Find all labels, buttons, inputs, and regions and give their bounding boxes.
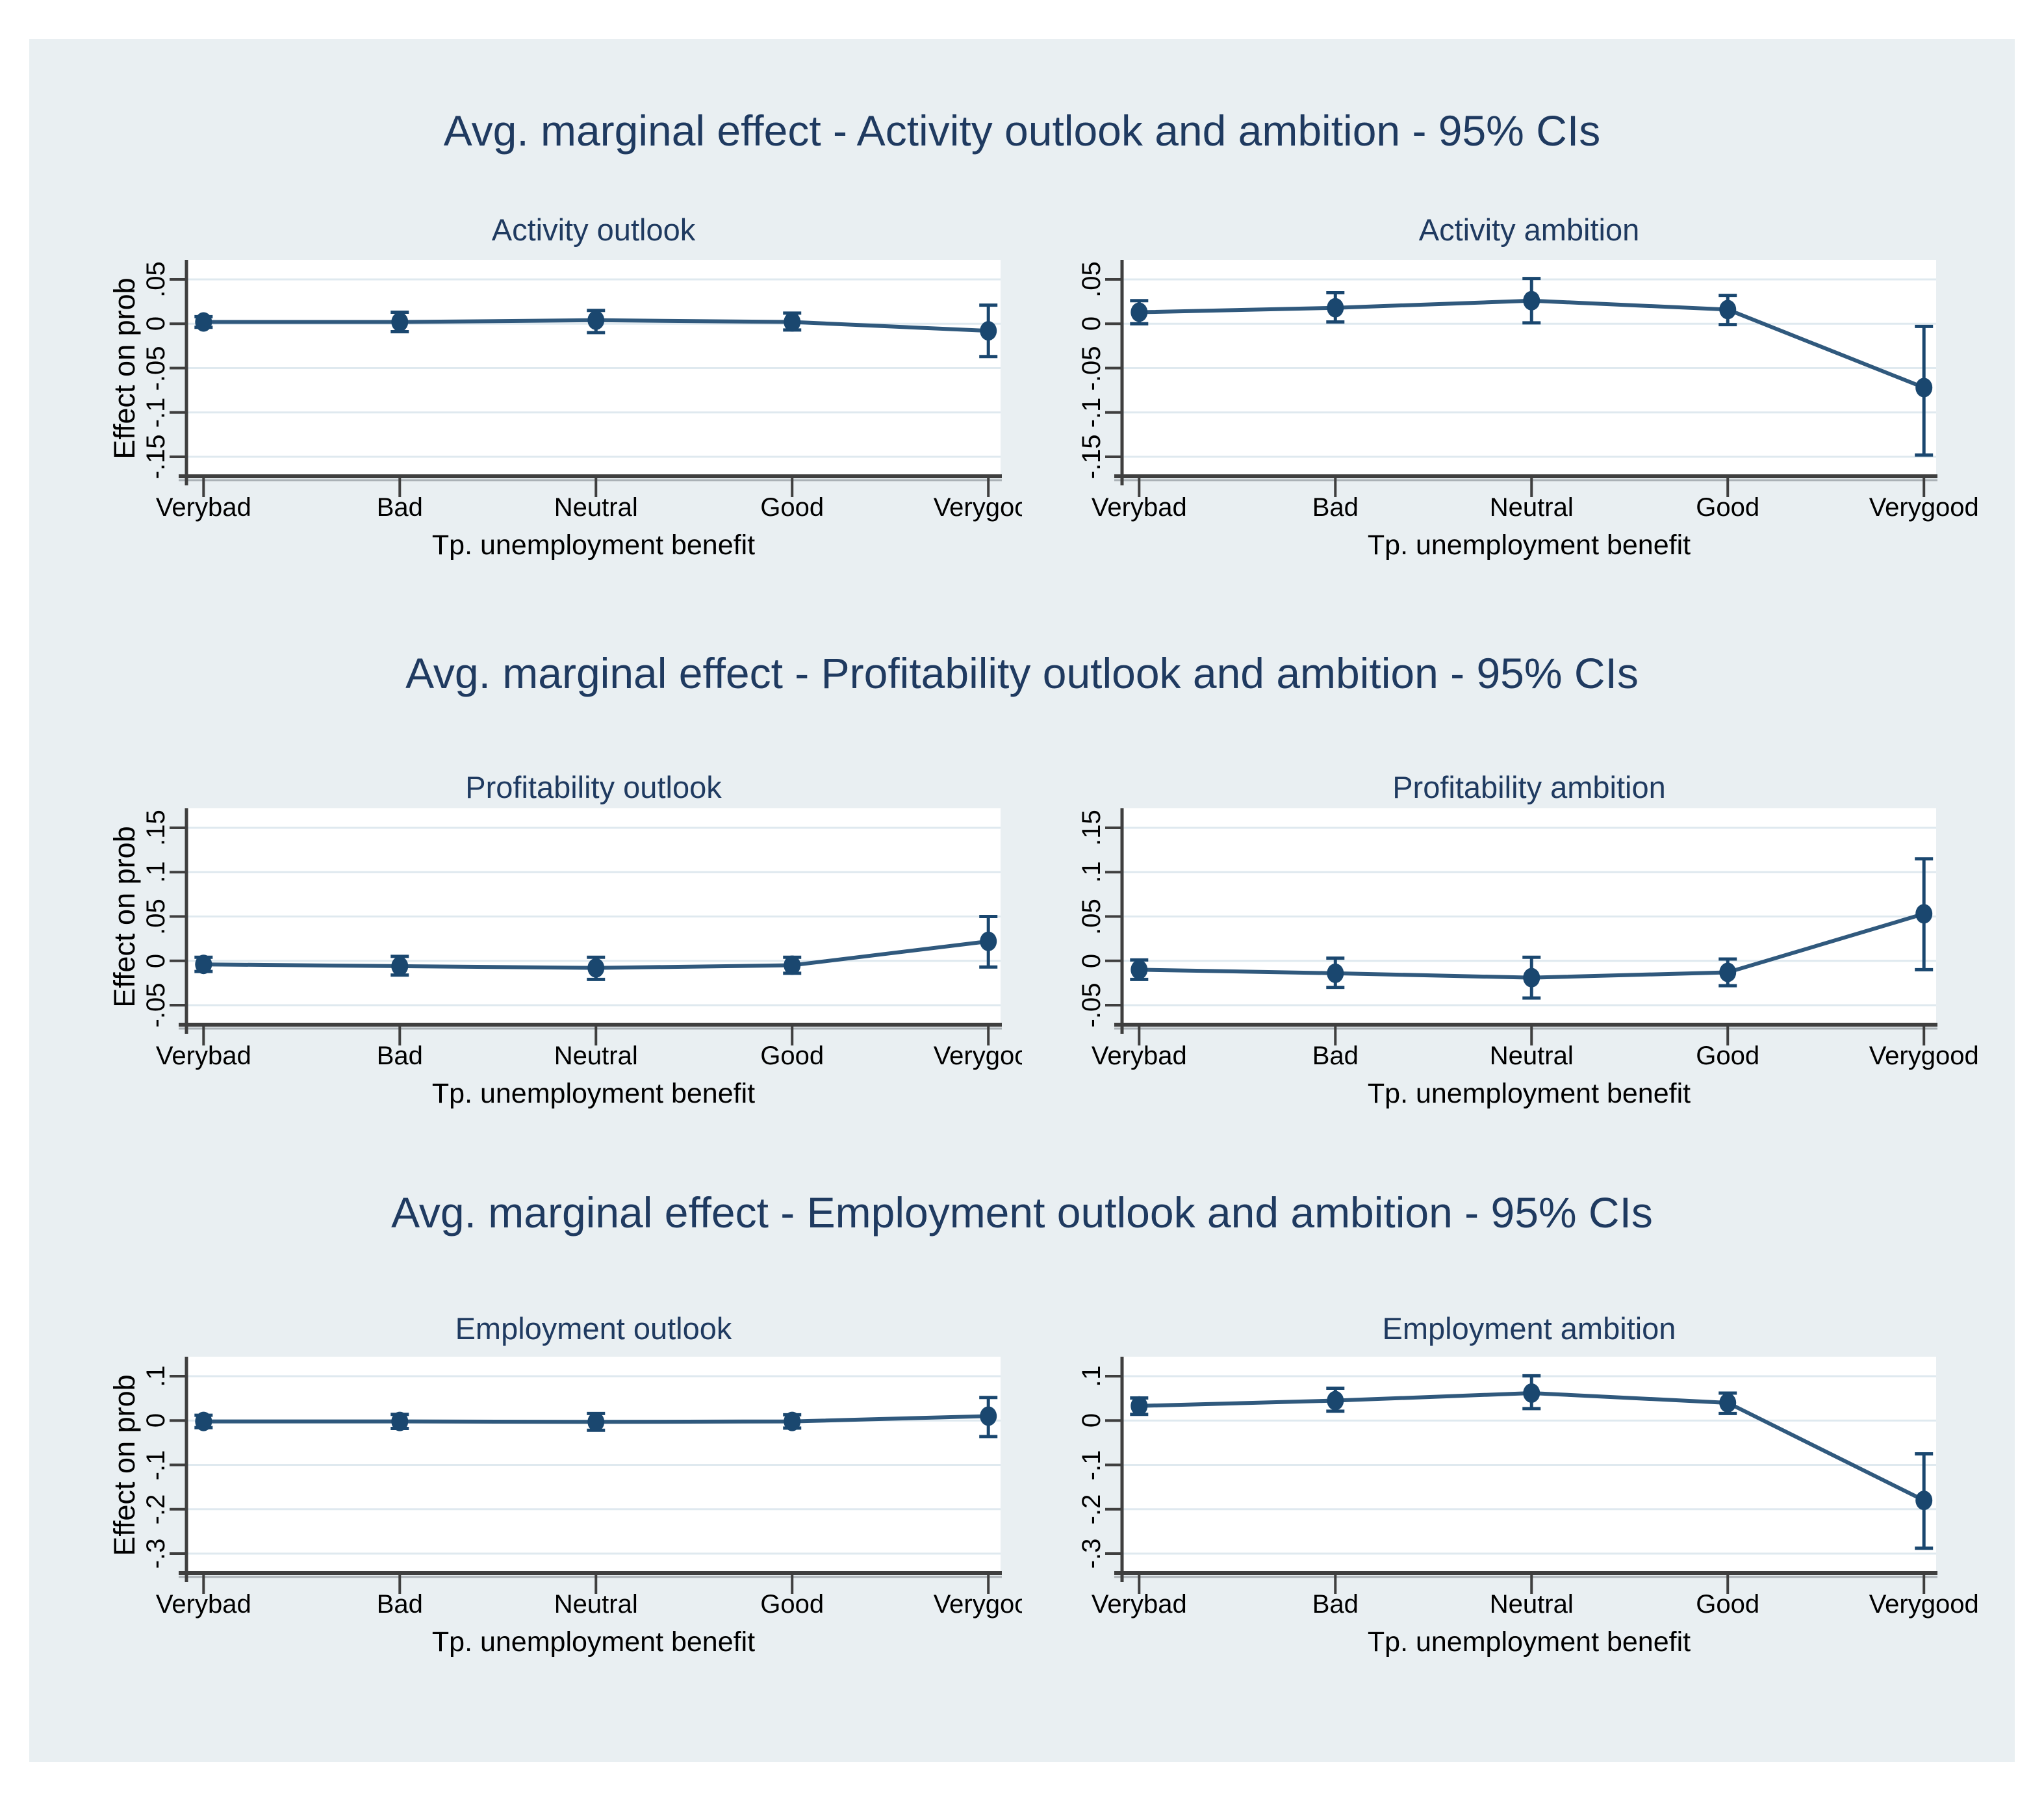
x-tick-label: Verygood [933,1042,1022,1070]
x-tick-label: Bad [1312,1590,1359,1619]
figure-title-activity: Avg. marginal effect - Activity outlook … [443,107,1601,155]
panel-employment-outlook: Employment outlook .1 0 -.1 -.2 -.3 Verybad Bad… [29,1308,1022,1677]
x-tick-label: Verybad [155,1590,251,1619]
data-point [195,312,212,332]
x-tick-label: Verygood [1869,493,1979,522]
data-point [1719,1392,1737,1413]
x-tick-label: Bad [376,493,423,522]
x-axis-title: Tp. unemployment benefit [1367,1078,1691,1109]
y-axis-title: Effect on prob [108,277,141,459]
x-axis-title: Tp. unemployment benefit [1367,1626,1691,1658]
data-point [784,312,801,332]
panel-activity-ambition: Activity ambition .05 0 -.05 -.1 -.15 Verybad B… [1022,209,2015,580]
data-point [784,1411,801,1431]
panel-title: Profitability outlook [465,770,722,804]
panel-activity-outlook: Activity outlook .05 0 -.05 -.1 -.15 Verybad Ba… [29,209,1022,580]
x-tick-label: Neutral [554,1590,638,1619]
data-point [1719,962,1737,982]
data-point [1327,298,1344,318]
figure-canvas: Avg. marginal effect - Activity outlook … [29,39,2015,1762]
figure-title-profitability: Avg. marginal effect - Profitability out… [405,649,1639,697]
x-axis-title: Tp. unemployment benefit [1367,530,1691,561]
x-tick-label: Verybad [155,1042,251,1070]
data-point [391,956,409,976]
x-tick-label: Good [760,493,824,522]
x-tick-label: Bad [376,1590,423,1619]
x-tick-label: Verybad [1091,1590,1187,1619]
x-tick-label: Good [1696,1590,1760,1619]
data-point [1131,960,1148,980]
data-point [1915,1491,1933,1511]
figure-title-employment: Avg. marginal effect - Employment outloo… [391,1188,1653,1237]
x-tick-label: Neutral [554,1042,638,1070]
x-axis-title: Tp. unemployment benefit [431,1078,756,1109]
y-tick-label: -.05 [141,982,170,1028]
x-tick-label: Bad [1312,1042,1359,1070]
panel-plot [170,1357,1002,1594]
data-point [1523,967,1540,988]
data-point [784,955,801,975]
x-tick-label: Neutral [1489,1042,1574,1070]
panel-plot [1105,808,1937,1045]
panel-plot [170,808,1002,1045]
data-point [1915,378,1933,398]
data-point [391,1411,409,1431]
panel-title: Profitability ambition [1392,770,1666,804]
panel-employment-ambition: Employment ambition .1 0 -.1 -.2 -.3 Verybad Ba… [1022,1308,2015,1677]
panel-title: Employment outlook [455,1311,732,1346]
x-axis-title: Tp. unemployment benefit [431,530,756,561]
y-tick-label: -.3 [1077,1538,1106,1569]
x-tick-label: Neutral [554,493,638,522]
data-point [1523,1383,1540,1403]
data-point [1131,302,1148,322]
data-point [1327,963,1344,983]
x-tick-label: Neutral [1489,493,1574,522]
y-tick-label: -.3 [141,1538,170,1569]
data-point [980,931,997,951]
data-point [980,1406,997,1426]
x-tick-label: Bad [376,1042,423,1070]
data-point [1915,904,1933,924]
panel-plot [1105,260,1937,497]
data-point [980,321,997,341]
x-tick-label: Verybad [1091,493,1187,522]
y-axis-title: Effect on prob [108,825,141,1008]
panel-profitability-outlook: Profitability outlook .15.1.05 0 -.05 Veryba… [29,767,1022,1129]
panel-plot [1105,1357,1937,1594]
x-tick-label: Verygood [933,493,1022,522]
x-tick-label: Bad [1312,493,1359,522]
x-tick-label: Good [760,1590,824,1619]
x-tick-label: Verybad [1091,1042,1187,1070]
x-tick-label: Verygood [1869,1590,1979,1619]
panel-plot [170,260,1002,497]
panel-title: Activity ambition [1418,212,1640,247]
panel-profitability-ambition: Profitability ambition .15.1.05 0 -.05 Veryb… [1022,767,2015,1129]
data-point [587,958,605,978]
data-point [195,1411,212,1431]
data-point [587,1412,605,1432]
data-point [1523,290,1540,311]
data-point [391,312,409,332]
x-axis-title: Tp. unemployment benefit [431,1626,756,1658]
panel-title: Activity outlook [491,212,696,247]
panel-title: Employment ambition [1382,1311,1676,1346]
x-tick-label: Good [760,1042,824,1070]
y-tick-label: -.15 [141,434,170,480]
y-tick-label: -.15 [1077,434,1106,480]
data-point [587,310,605,330]
x-tick-label: Verybad [155,493,251,522]
data-point [1131,1396,1148,1416]
data-point [1719,300,1737,320]
x-tick-label: Good [1696,1042,1760,1070]
y-axis-title: Effect on prob [108,1374,141,1556]
x-tick-label: Neutral [1489,1590,1574,1619]
y-tick-label: -.05 [1077,982,1106,1028]
data-point [1327,1390,1344,1411]
x-tick-label: Verygood [1869,1042,1979,1070]
data-point [195,955,212,975]
x-tick-label: Good [1696,493,1760,522]
x-tick-label: Verygood [933,1590,1022,1619]
